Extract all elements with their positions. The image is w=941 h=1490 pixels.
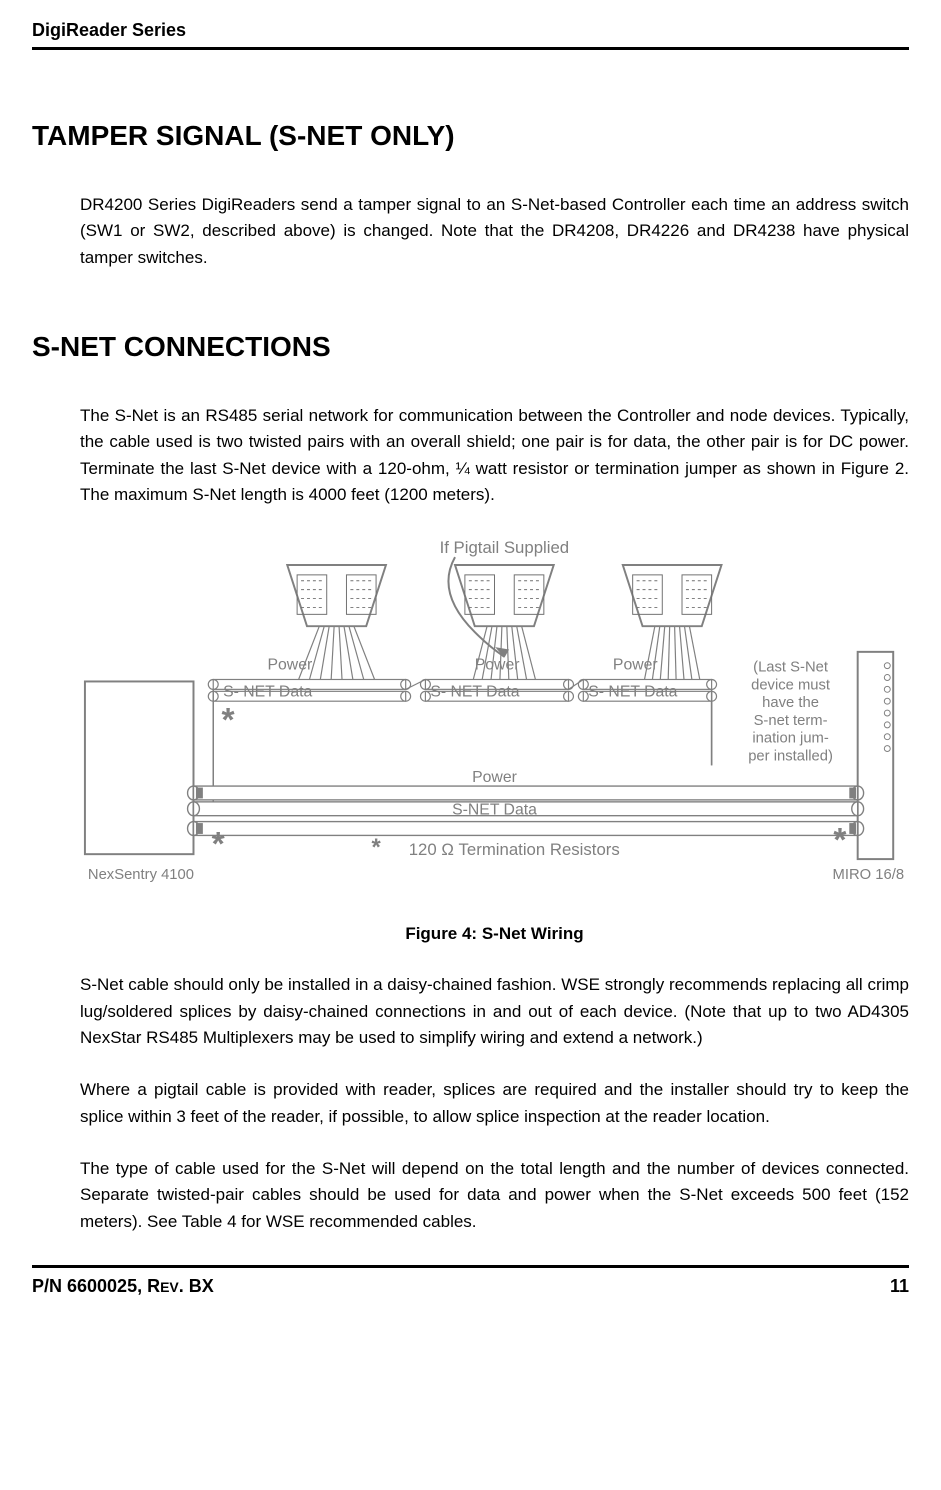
svg-text:ination jum-: ination jum- bbox=[752, 731, 829, 747]
svg-text:*: * bbox=[833, 823, 847, 860]
snet-wiring-diagram: If Pigtail Supplied Power Power Power S- NET… bbox=[80, 526, 909, 906]
footer: P/N 6600025, REV. BX 11 bbox=[32, 1276, 909, 1297]
svg-text:Power: Power bbox=[475, 657, 520, 674]
svg-text:S- NET Data: S- NET Data bbox=[588, 684, 677, 701]
svg-text:device must: device must bbox=[751, 678, 830, 694]
para-1: S-Net cable should only be installed in … bbox=[32, 972, 909, 1051]
svg-text:If Pigtail Supplied: If Pigtail Supplied bbox=[440, 539, 570, 558]
svg-text:Power: Power bbox=[472, 770, 517, 787]
para-3: The type of cable used for the S-Net wil… bbox=[32, 1156, 909, 1235]
section2-heading: S-NET CONNECTIONS bbox=[32, 331, 909, 363]
svg-text:have the: have the bbox=[762, 696, 819, 712]
figure-wrap: If Pigtail Supplied Power Power Power S- NET… bbox=[32, 526, 909, 944]
svg-text:S-NET Data: S-NET Data bbox=[452, 802, 537, 819]
svg-text:S-net term-: S-net term- bbox=[754, 713, 828, 729]
section1-body: DR4200 Series DigiReaders send a tamper … bbox=[32, 192, 909, 271]
header-rule bbox=[32, 47, 909, 50]
para-2: Where a pigtail cable is provided with r… bbox=[32, 1077, 909, 1130]
footer-left-prefix: P/N 6600025, R bbox=[32, 1276, 160, 1296]
footer-rule bbox=[32, 1265, 909, 1268]
svg-text:S- NET Data: S- NET Data bbox=[430, 684, 519, 701]
footer-left-ev: EV bbox=[160, 1279, 179, 1295]
section1-heading: TAMPER SIGNAL (S-NET ONLY) bbox=[32, 120, 909, 152]
section2-body: The S-Net is an RS485 serial network for… bbox=[32, 403, 909, 508]
svg-text:*: * bbox=[371, 836, 381, 862]
figure-caption: Figure 4: S-Net Wiring bbox=[80, 924, 909, 944]
footer-right: 11 bbox=[890, 1276, 909, 1297]
header-series: DigiReader Series bbox=[32, 20, 909, 41]
svg-text:NexSentry 4100: NexSentry 4100 bbox=[88, 867, 194, 883]
svg-text:MIRO 16/8: MIRO 16/8 bbox=[833, 867, 905, 883]
svg-text:(Last S-Net: (Last S-Net bbox=[753, 660, 828, 676]
footer-left: P/N 6600025, REV. BX bbox=[32, 1276, 214, 1297]
svg-text:S- NET Data: S- NET Data bbox=[223, 684, 312, 701]
svg-text:*: * bbox=[212, 827, 226, 864]
svg-text:120 Ω Termination Resistors: 120 Ω Termination Resistors bbox=[409, 841, 620, 860]
svg-text:*: * bbox=[222, 702, 236, 739]
svg-text:Power: Power bbox=[268, 657, 313, 674]
svg-text:per installed): per installed) bbox=[748, 749, 833, 765]
svg-text:Power: Power bbox=[613, 657, 658, 674]
footer-left-suffix: . BX bbox=[179, 1276, 214, 1296]
